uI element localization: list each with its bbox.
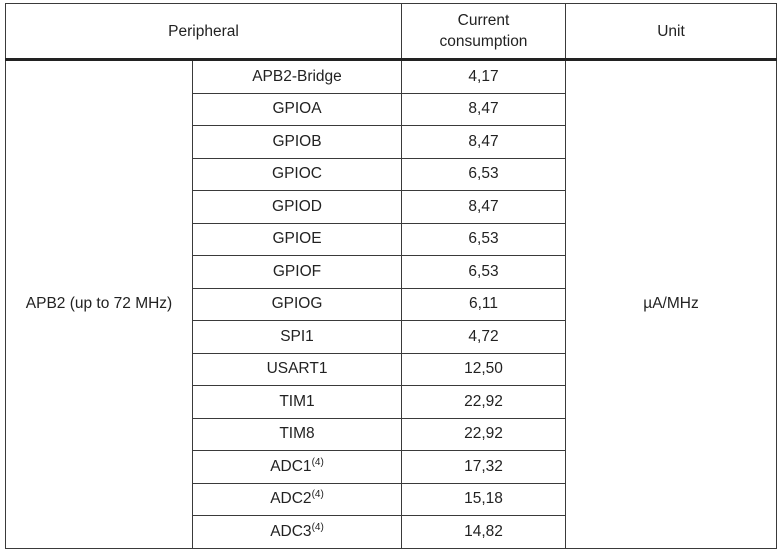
peripheral-name-cell: TIM1 — [192, 385, 402, 419]
footnote-marker: (4) — [311, 489, 324, 501]
table-row: GPIOB 8,47 — [6, 125, 777, 159]
peripheral-name: GPIOE — [272, 230, 322, 248]
peripheral-name-cell: GPIOG — [192, 287, 402, 321]
peripheral-name-cell: GPIOA — [192, 92, 402, 126]
current-value-cell: 14,82 — [401, 515, 566, 549]
table-row: GPIOE 6,53 — [6, 222, 777, 256]
header-current-line1: Current — [457, 12, 510, 29]
peripheral-name: GPIOF — [272, 262, 322, 280]
peripheral-name: ADC3 — [270, 522, 312, 540]
bus-cell: APB2 (up to 72 MHz) — [5, 59, 193, 549]
table-row: GPIOC 6,53 — [6, 157, 777, 191]
peripheral-name: GPIOG — [271, 295, 323, 313]
peripheral-name: TIM1 — [279, 392, 315, 410]
footnote-marker: (4) — [311, 456, 324, 468]
peripheral-name: GPIOA — [272, 100, 322, 118]
peripheral-current-table: Peripheral Current consumption Unit APB2… — [5, 3, 777, 549]
peripheral-name: SPI1 — [280, 327, 314, 345]
peripheral-name-cell: TIM8 — [192, 417, 402, 451]
current-value-cell: 12,50 — [401, 352, 566, 386]
header-row: Peripheral Current consumption Unit — [5, 3, 777, 61]
current-value-cell: 4,72 — [401, 320, 566, 354]
peripheral-name-cell: SPI1 — [192, 320, 402, 354]
peripheral-name-cell: GPIOC — [192, 157, 402, 191]
current-value-cell: 8,47 — [401, 125, 566, 159]
peripheral-name-cell: ADC3(4) — [192, 515, 402, 549]
header-peripheral: Peripheral — [5, 3, 402, 61]
peripheral-name-cell: ADC1(4) — [192, 450, 402, 484]
peripheral-name-cell: USART1 — [192, 352, 402, 386]
footnote-marker: (4) — [311, 521, 324, 533]
table-row: ADC1(4) 17,32 — [6, 450, 777, 484]
table-row: APB2 (up to 72 MHz) APB2-Bridge 4,17 µA/MHz — [5, 59, 777, 549]
header-unit: Unit — [565, 3, 777, 61]
current-value-cell: 8,47 — [401, 92, 566, 126]
unit-cell: µA/MHz — [565, 59, 777, 549]
current-value-cell: 8,47 — [401, 190, 566, 224]
table-body: APB2 (up to 72 MHz) APB2-Bridge 4,17 µA/MHz… — [5, 59, 777, 549]
table-row: GPIOA 8,47 — [6, 92, 777, 126]
current-value-cell: 17,32 — [401, 450, 566, 484]
peripheral-name: USART1 — [266, 360, 328, 378]
table-row: SPI1 4,72 — [6, 320, 777, 354]
peripheral-name-cell: ADC2(4) — [192, 482, 402, 516]
current-value-cell: 6,53 — [401, 157, 566, 191]
header-current-line2: consumption — [439, 33, 528, 50]
peripheral-name: GPIOC — [272, 165, 322, 183]
peripheral-name: ADC1 — [270, 457, 312, 475]
peripheral-name: ADC2 — [270, 490, 312, 508]
current-value-cell: 6,11 — [401, 287, 566, 321]
peripheral-name: GPIOD — [272, 197, 322, 215]
peripheral-name-cell: APB2-Bridge — [192, 59, 402, 94]
current-value-cell: 22,92 — [401, 417, 566, 451]
current-value-cell: 4,17 — [401, 59, 566, 94]
current-value-cell: 15,18 — [401, 482, 566, 516]
peripheral-name-cell: GPIOD — [192, 190, 402, 224]
table-row: ADC2(4) 15,18 — [6, 482, 777, 516]
current-value-cell: 22,92 — [401, 385, 566, 419]
current-value-cell: 6,53 — [401, 255, 566, 289]
table-row: GPIOD 8,47 — [6, 190, 777, 224]
peripheral-name: GPIOB — [272, 132, 322, 150]
table-row: TIM8 22,92 — [6, 417, 777, 451]
peripheral-name: APB2-Bridge — [252, 67, 342, 85]
current-value-cell: 6,53 — [401, 222, 566, 256]
peripheral-name-cell: GPIOE — [192, 222, 402, 256]
table-row: GPIOF 6,53 — [6, 255, 777, 289]
table-row: GPIOG 6,11 — [6, 287, 777, 321]
peripheral-name-cell: GPIOF — [192, 255, 402, 289]
table-row: USART1 12,50 — [6, 352, 777, 386]
peripheral-name-cell: GPIOB — [192, 125, 402, 159]
header-current-consumption: Current consumption — [401, 3, 566, 61]
peripheral-name: TIM8 — [279, 425, 315, 443]
table-row: ADC3(4) 14,82 — [6, 515, 777, 549]
